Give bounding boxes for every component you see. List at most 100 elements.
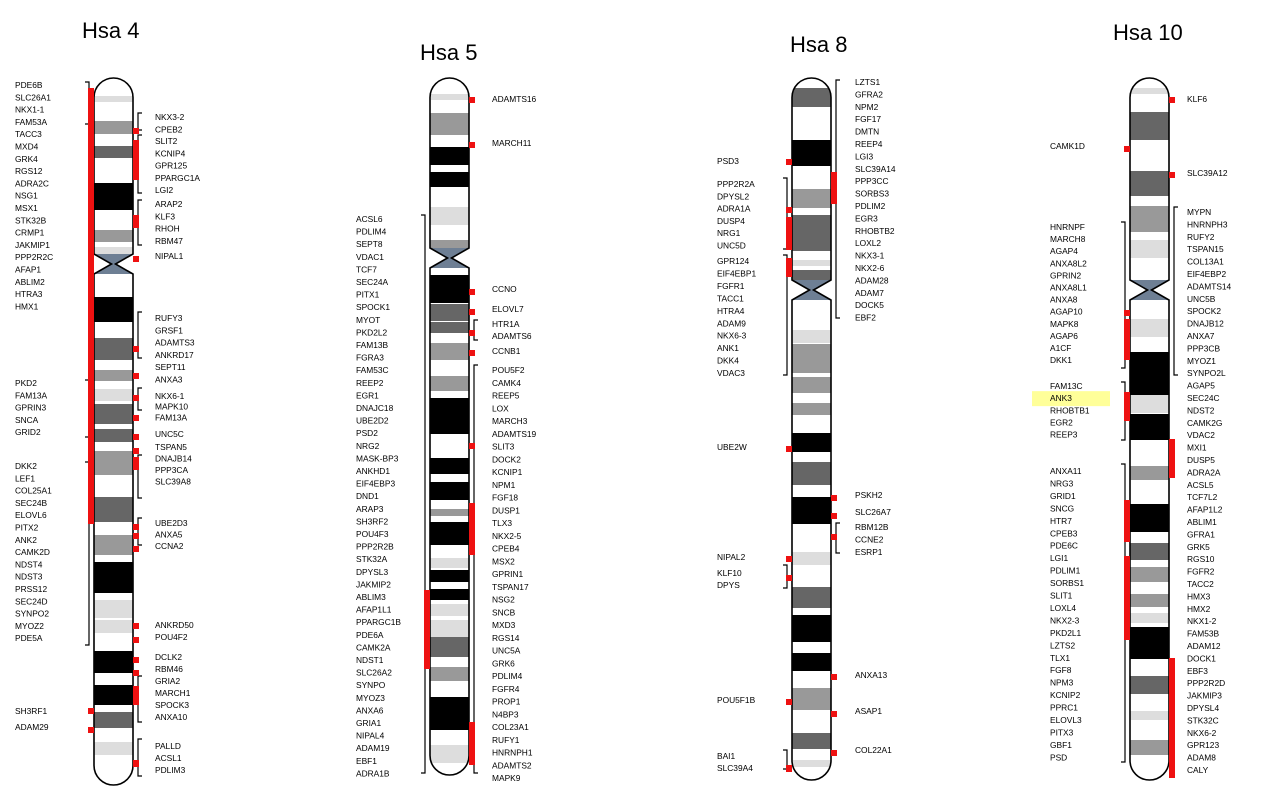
chromosome-body xyxy=(792,78,831,780)
gene-label: PPP2R2D xyxy=(1187,678,1225,688)
gene-location-marker xyxy=(133,140,139,180)
gene-label: TCF7L2 xyxy=(1187,492,1218,502)
gene-label: EIF4EBP2 xyxy=(1187,269,1226,279)
gene-label: TACC3 xyxy=(15,129,42,139)
gene-label: FGFR2 xyxy=(1187,567,1215,577)
gene-label: NKX2-5 xyxy=(492,531,522,541)
gene-label: COL23A1 xyxy=(492,722,529,732)
gene-label: PALLD xyxy=(155,741,181,751)
chromosome-title-hsa5: Hsa 5 xyxy=(420,40,477,65)
gene-label: STK32C xyxy=(1187,715,1219,725)
cytoband xyxy=(94,742,133,755)
gene-location-marker xyxy=(1124,392,1130,421)
gene-label: GPR124 xyxy=(717,256,749,266)
gene-label: TLX3 xyxy=(492,518,512,528)
cytoband xyxy=(94,389,133,401)
cytoband xyxy=(430,458,469,474)
gene-label: SEPT11 xyxy=(155,362,186,372)
gene-label: N4BP3 xyxy=(492,709,519,719)
gene-label: POU4F3 xyxy=(356,529,389,539)
gene-label: ANXA8 xyxy=(1050,295,1078,305)
gene-label: RHOH xyxy=(155,224,180,234)
gene-label: GRK4 xyxy=(15,154,38,164)
chromosome-body xyxy=(430,78,469,775)
chromosome-body xyxy=(1130,78,1169,780)
gene-label: VDAC2 xyxy=(1187,430,1215,440)
chromosome-outline xyxy=(791,77,832,781)
gene-label: FAM53A xyxy=(15,117,48,127)
gene-label: MAPK10 xyxy=(155,402,188,412)
gene-label: GFRA2 xyxy=(855,89,883,99)
cytoband xyxy=(792,344,831,373)
gene-label: GRK5 xyxy=(1187,542,1210,552)
gene-location-marker xyxy=(831,172,837,204)
gene-label: ANK3 xyxy=(1050,393,1072,403)
gene-label: ELOVL7 xyxy=(492,304,524,314)
cytoband xyxy=(94,497,133,522)
gene-label: CAMK4 xyxy=(492,378,521,388)
gene-label: FGF17 xyxy=(855,114,881,124)
gene-label: RUFY3 xyxy=(155,313,183,323)
gene-label: NDST3 xyxy=(15,572,43,582)
gene-label: RUFY2 xyxy=(1187,232,1215,242)
cytoband xyxy=(1130,711,1169,720)
gene-label: GRIA1 xyxy=(356,718,381,728)
gene-label: SLC26A7 xyxy=(855,507,891,517)
gene-label: ADAMTS2 xyxy=(492,760,532,770)
gene-label: ADAMTS6 xyxy=(492,331,532,341)
gene-location-marker xyxy=(469,722,475,765)
gene-label: KCNIP4 xyxy=(155,148,186,158)
cytoband xyxy=(94,562,133,593)
gene-label: PDE6B xyxy=(15,80,43,90)
gene-label: ADAM19 xyxy=(356,743,390,753)
gene-label: FAM13A xyxy=(15,390,48,400)
gene-label: LZTS2 xyxy=(1050,640,1075,650)
cytoband xyxy=(792,615,831,642)
gene-location-marker xyxy=(88,708,94,714)
gene-label: SYNPO2L xyxy=(1187,368,1226,378)
gene-label: PPP2R2C xyxy=(15,252,53,262)
gene-label: MSX2 xyxy=(492,556,515,566)
gene-bracket-right xyxy=(1173,206,1178,376)
gene-label: DOCK2 xyxy=(492,454,521,464)
gene-label: ADAMTS14 xyxy=(1187,281,1232,291)
gene-label: PDLIM4 xyxy=(492,671,523,681)
gene-label: ANXA5 xyxy=(155,530,183,540)
gene-label: NKX1-2 xyxy=(1187,616,1217,626)
gene-label: NRG1 xyxy=(717,228,741,238)
gene-label: MXI1 xyxy=(1187,443,1207,453)
gene-bracket-left xyxy=(421,214,426,774)
gene-location-marker xyxy=(786,159,792,165)
gene-label: HTRA4 xyxy=(717,306,745,316)
gene-label: CPEB4 xyxy=(492,544,520,554)
gene-location-marker xyxy=(469,350,475,356)
gene-location-marker xyxy=(786,258,792,277)
gene-label: CRMP1 xyxy=(15,228,45,238)
cytoband xyxy=(792,140,831,166)
gene-location-marker xyxy=(831,513,837,519)
gene-label: COL13A1 xyxy=(1187,257,1224,267)
gene-label: GPR123 xyxy=(1187,740,1219,750)
gene-label: CAMK2D xyxy=(15,547,50,557)
gene-label: ANKHD1 xyxy=(356,466,390,476)
cytoband xyxy=(1130,206,1169,232)
gene-label: RHOBTB1 xyxy=(1050,405,1090,415)
gene-location-marker xyxy=(786,556,792,562)
cytoband xyxy=(430,589,469,600)
gene-label: PDLIM2 xyxy=(855,201,886,211)
cytoband xyxy=(792,433,831,452)
gene-location-marker xyxy=(786,575,792,581)
cytoband xyxy=(94,404,133,424)
gene-label: REEP2 xyxy=(356,378,384,388)
gene-label: DPYS xyxy=(717,580,740,590)
gene-label: MASK-BP3 xyxy=(356,453,399,463)
gene-label: NIPAL1 xyxy=(155,251,184,261)
gene-label: FGFR4 xyxy=(492,684,520,694)
gene-label: RGS14 xyxy=(492,633,520,643)
gene-label: UBE2D2 xyxy=(356,416,389,426)
gene-label: NIPAL2 xyxy=(717,552,746,562)
gene-label: RBM46 xyxy=(155,664,183,674)
gene-location-marker xyxy=(469,443,475,449)
cytoband xyxy=(792,377,831,393)
gene-label: TSPAN15 xyxy=(1187,244,1224,254)
